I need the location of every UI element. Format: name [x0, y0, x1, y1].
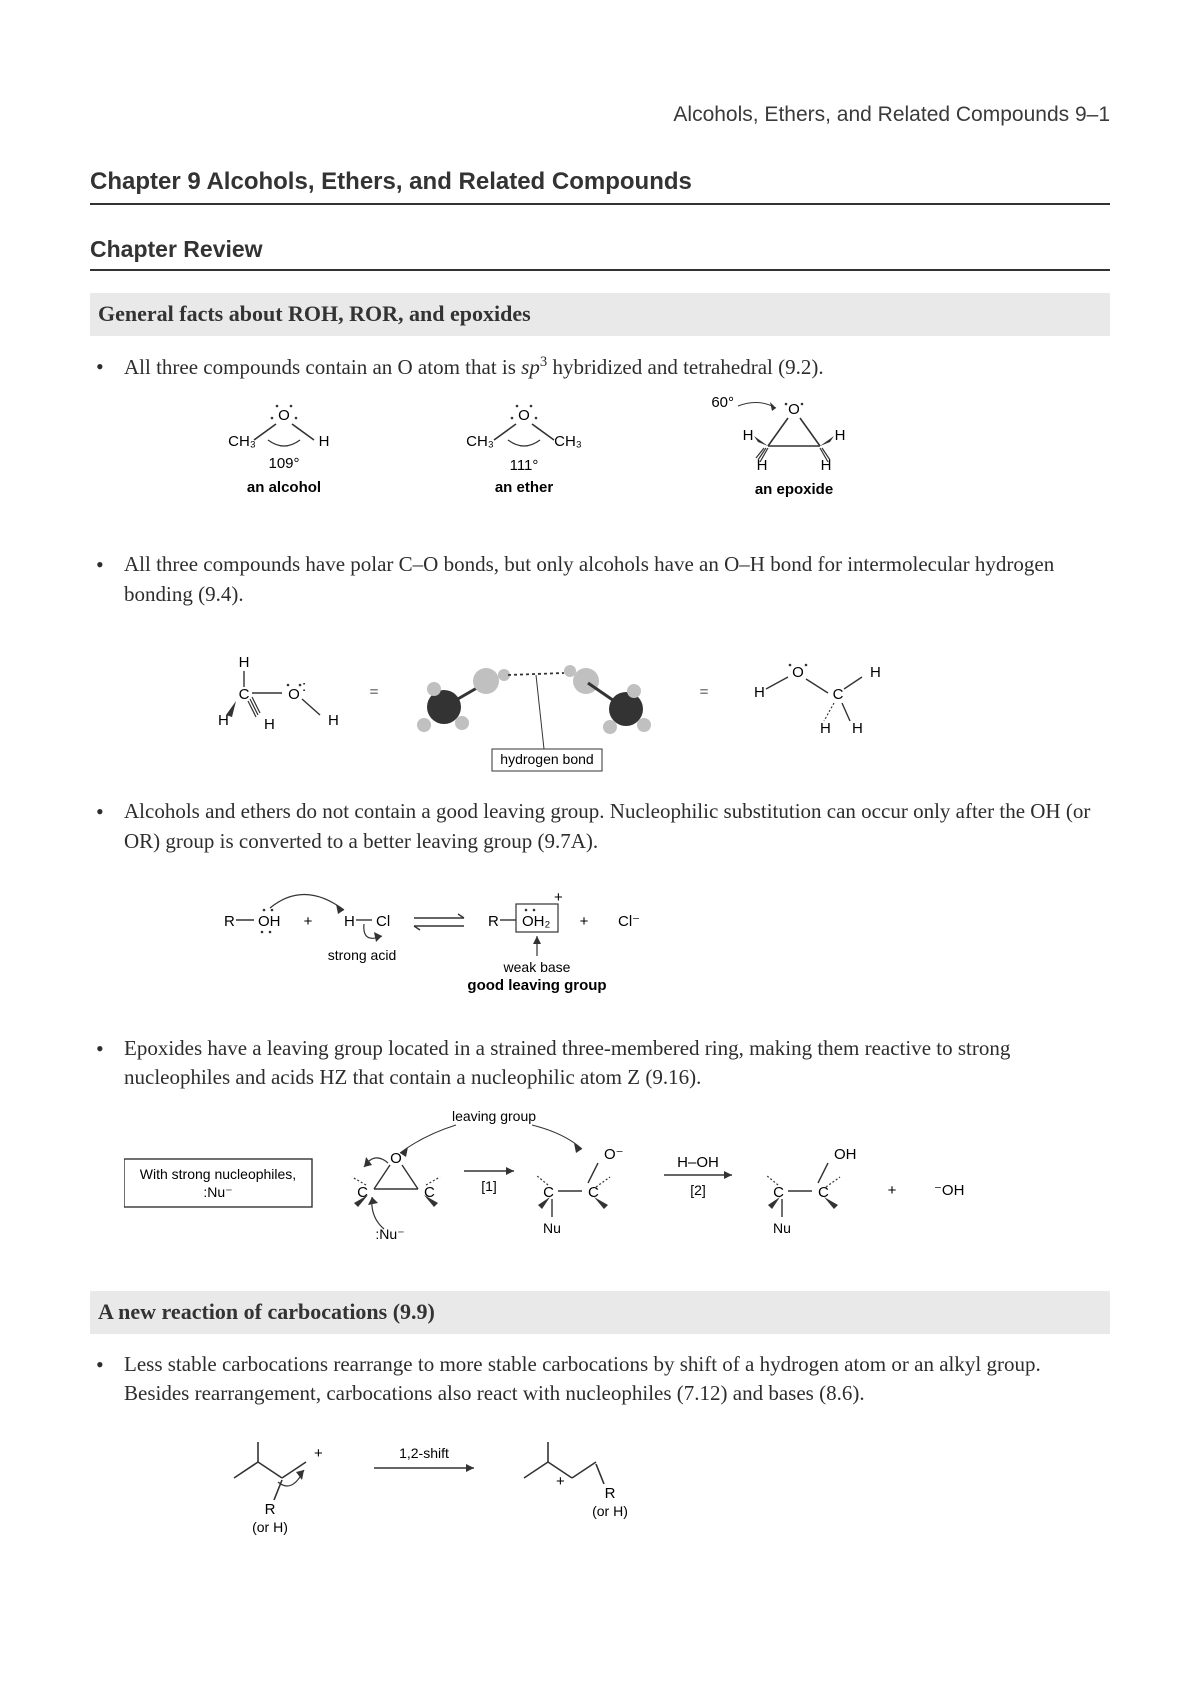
diagram-epoxide-reaction: leaving group With strong nucleophiles, … — [124, 1103, 1110, 1273]
right-H4: H — [852, 720, 863, 737]
section-heading-2: A new reaction of carbocations (9.9) — [90, 1291, 1110, 1334]
int-Ominus: O⁻ — [604, 1146, 624, 1163]
carbocation-text: Less stable carbocations rearrange to mo… — [124, 1352, 1041, 1405]
epoxide-H4: H — [821, 457, 832, 474]
nubox-line1: With strong nucleophiles, — [140, 1166, 296, 1182]
eq1: = — [369, 684, 378, 701]
diagram-hybridization: O CH₃ H 109° an alcohol O — [164, 392, 1110, 532]
lg-R: R — [224, 913, 235, 930]
bullet2-text: All three compounds have polar C–O bonds… — [124, 552, 1054, 605]
alcohol-label: an alcohol — [247, 479, 321, 496]
alcohol-right: H — [319, 433, 330, 450]
ether-left: CH₃ — [466, 433, 494, 450]
prod-Nu: Nu — [773, 1220, 791, 1236]
chapter-review-heading: Chapter Review — [90, 233, 1110, 271]
ep-O: O — [390, 1150, 402, 1167]
lg-plus1: + — [304, 913, 313, 930]
alcohol-angle: 109° — [268, 455, 299, 472]
int-Nu: Nu — [543, 1220, 561, 1236]
ep-Nu-attack: :Nu⁻ — [375, 1226, 404, 1242]
shift-orH1: (or H) — [252, 1519, 288, 1535]
right-H: H — [754, 684, 765, 701]
diagram-hbond: C O : H H H — [164, 619, 1110, 779]
h-oh-label: H–OH — [677, 1154, 719, 1171]
step2-label: [2] — [690, 1182, 706, 1198]
shift-plus1: + — [314, 1445, 323, 1462]
bullet-epoxide-react: Epoxides have a leaving group located in… — [90, 1034, 1110, 1273]
right-C: C — [833, 686, 844, 703]
diagram-12shift: R (or H) + 1,2-shift — [164, 1418, 1110, 1548]
leaving-group-label: leaving group — [452, 1108, 536, 1124]
epoxide-label: an epoxide — [755, 481, 833, 498]
strong-acid-label: strong acid — [328, 947, 396, 963]
bullet-sp3: All three compounds contain an O atom th… — [90, 352, 1110, 532]
lg-H: H — [344, 913, 355, 930]
weak-base-label: weak base — [503, 959, 571, 975]
shift-R1: R — [265, 1501, 276, 1518]
prod-OHminus: ⁻OH — [934, 1182, 964, 1199]
lewis-H-bl: H — [218, 712, 229, 729]
nubox-line2: :Nu⁻ — [203, 1184, 232, 1200]
lg-clminus: Cl⁻ — [618, 913, 640, 930]
alcohol-left: CH₃ — [228, 433, 256, 450]
alcohol-O: O — [278, 407, 290, 424]
bullet-carbocation: Less stable carbocations rearrange to mo… — [90, 1350, 1110, 1549]
section-heading-1: General facts about ROH, ROR, and epoxid… — [90, 293, 1110, 336]
svg-text:+: + — [554, 889, 563, 906]
bullet3-text: Alcohols and ethers do not contain a goo… — [124, 799, 1090, 852]
shift-R2: R — [605, 1485, 616, 1502]
bullet-leaving-group: Alcohols and ethers do not contain a goo… — [90, 797, 1110, 1016]
eq2: = — [699, 684, 708, 701]
bullet1-pre: All three compounds contain an O atom th… — [124, 355, 521, 379]
lewis-H-top: H — [239, 654, 250, 671]
lg-OH: OH — [258, 913, 281, 930]
bullet1-sp: sp — [521, 355, 540, 379]
bullet4-text: Epoxides have a leaving group located in… — [124, 1036, 1010, 1089]
diagram-leaving-group: R OH + H Cl — [164, 866, 1110, 1016]
lg-plus2: + — [580, 913, 589, 930]
lewis-C: C — [239, 686, 250, 703]
svg-text::: : — [302, 678, 306, 695]
shift-label: 1,2-shift — [399, 1445, 449, 1461]
ether-angle: 111° — [510, 457, 539, 474]
lewis-H-OH: H — [328, 712, 339, 729]
bullet-hbond: All three compounds have polar C–O bonds… — [90, 550, 1110, 779]
right-O: O — [792, 664, 804, 681]
epoxide-H3: H — [757, 457, 768, 474]
lg-OH2: OH₂ — [522, 913, 551, 930]
prod-plus: + — [888, 1182, 897, 1199]
lg-R2: R — [488, 913, 499, 930]
section1-bullets: All three compounds contain an O atom th… — [90, 352, 1110, 1273]
page: Alcohols, Ethers, and Related Compounds … — [0, 0, 1200, 1698]
good-leaving-group-label: good leaving group — [467, 977, 606, 994]
step1-label: [1] — [481, 1178, 497, 1194]
epoxide-O: O — [788, 401, 800, 418]
lg-Cl: Cl — [376, 913, 390, 930]
right-H3: H — [820, 720, 831, 737]
epoxide-H1: H — [743, 427, 754, 444]
shift-orH2: (or H) — [592, 1503, 628, 1519]
epoxide-angle: 60° — [711, 394, 734, 411]
chapter-title: Chapter 9 Alcohols, Ethers, and Related … — [90, 165, 1110, 205]
running-head: Alcohols, Ethers, and Related Compounds … — [90, 100, 1110, 129]
lewis-H-br: H — [264, 716, 275, 733]
lewis-O: O — [288, 686, 300, 703]
section2-bullets: Less stable carbocations rearrange to mo… — [90, 1350, 1110, 1549]
shift-plus2: + — [556, 1473, 565, 1490]
hbond-box-label: hydrogen bond — [500, 751, 593, 767]
ether-right: CH₃ — [554, 433, 582, 450]
bullet1-post: hybridized and tetrahedral (9.2). — [547, 355, 823, 379]
right-H2: H — [870, 664, 881, 681]
prod-OH: OH — [834, 1146, 857, 1163]
ether-O: O — [518, 407, 530, 424]
epoxide-H2: H — [835, 427, 846, 444]
ether-label: an ether — [495, 479, 554, 496]
